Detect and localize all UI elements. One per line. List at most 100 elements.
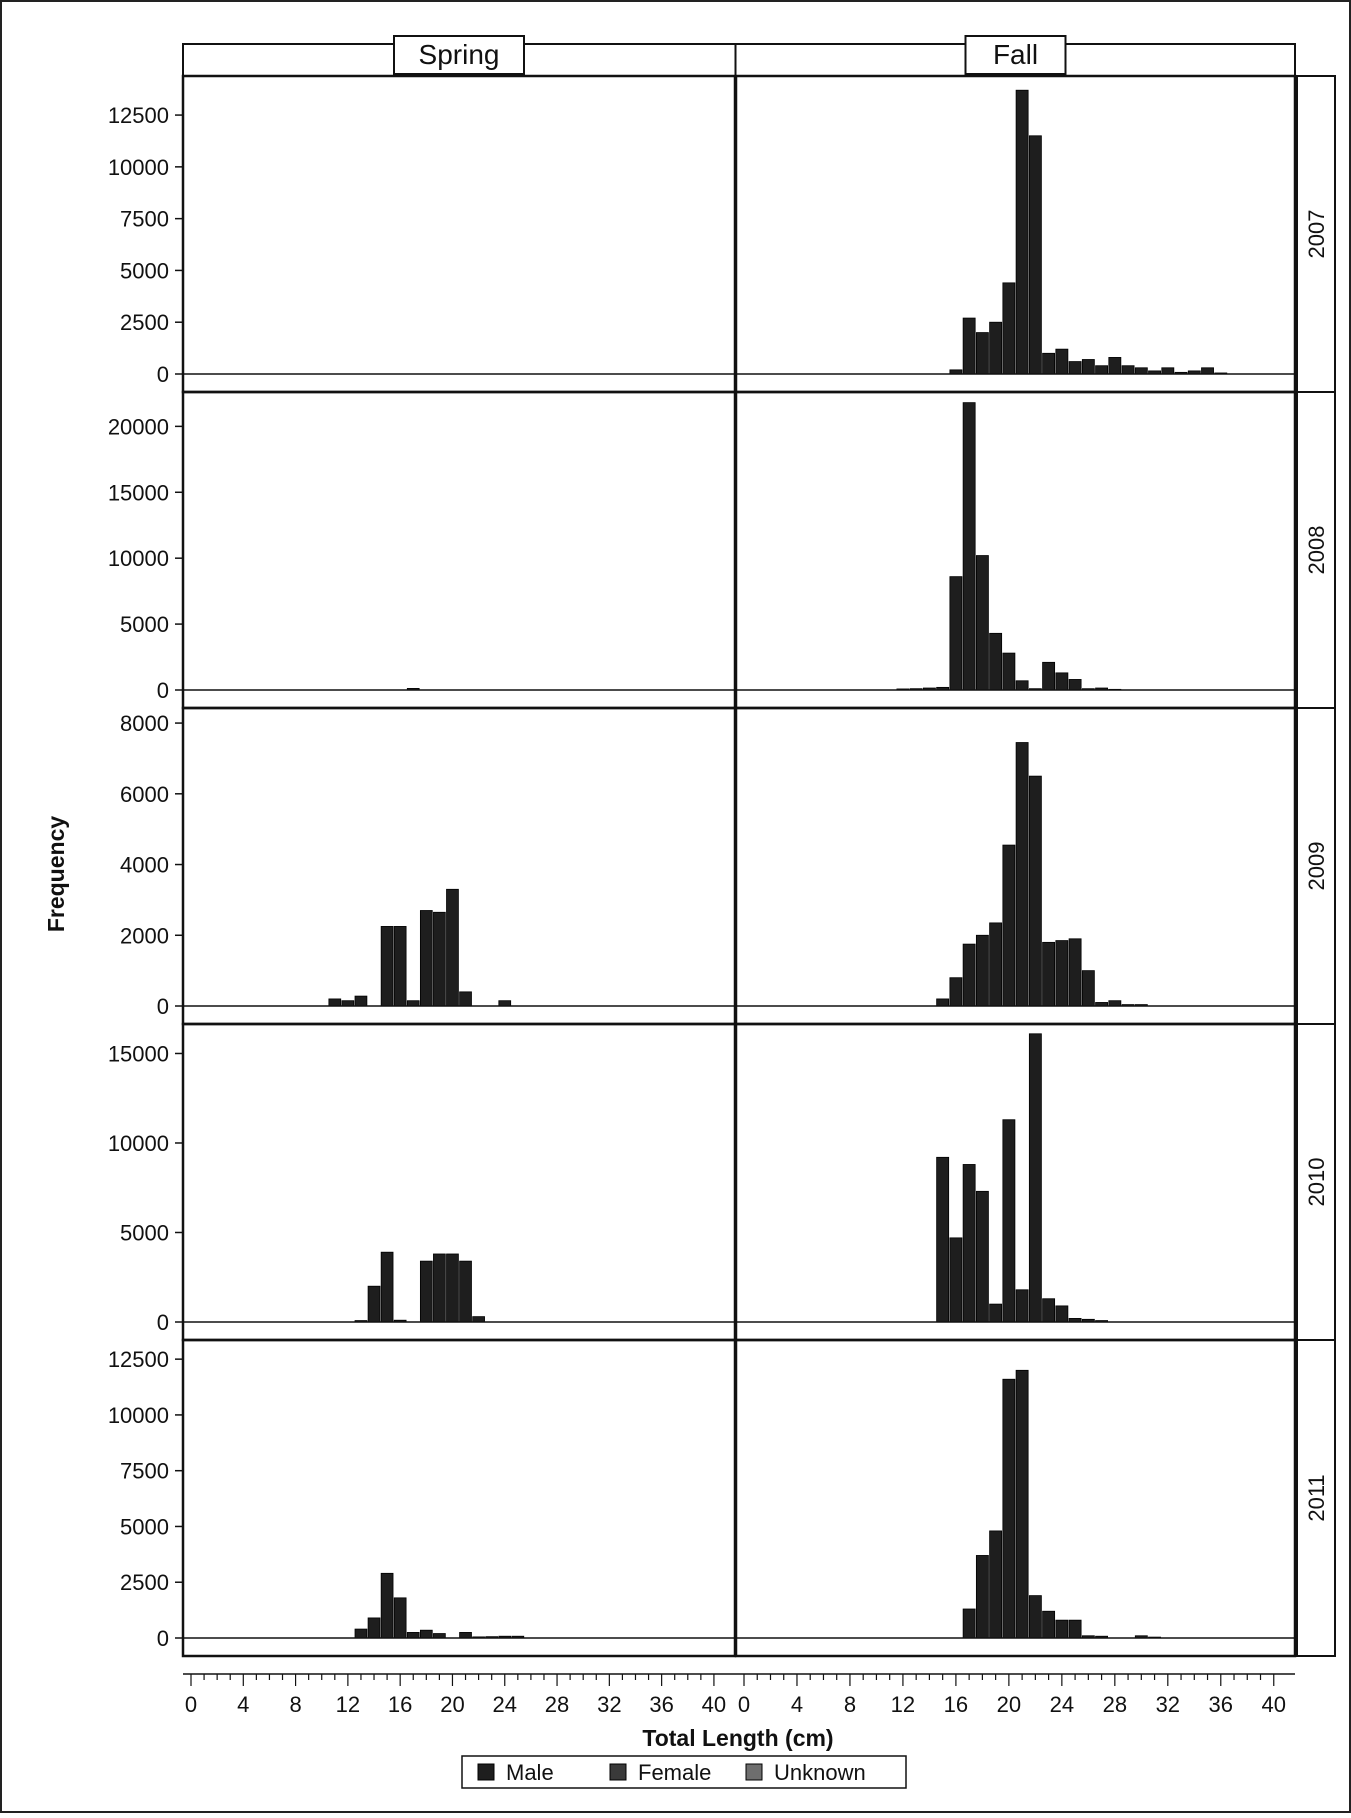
bar [1015,1369,1029,1639]
y-tick-label: 0 [157,1626,169,1651]
bar [1055,348,1069,375]
x-tick-label: 20 [997,1692,1021,1717]
bar [1108,1000,1122,1007]
y-tick-label: 4000 [120,853,169,878]
bar [419,1260,433,1323]
x-axis-label: Total Length (cm) [642,1725,833,1751]
bar [1161,367,1175,375]
y-tick-label: 7500 [120,1459,169,1484]
x-tick-label: 0 [738,1692,750,1717]
x-tick-label: 12 [336,1692,360,1717]
y-tick-label: 12500 [108,103,169,128]
bar [380,1251,394,1323]
bar [1134,367,1148,375]
y-tick-label: 0 [157,678,169,703]
row-strip [1296,1023,1336,1341]
bar [1028,1033,1042,1323]
bar [989,1303,1003,1323]
bar [433,911,446,1007]
column-header-tab [393,35,525,75]
axes-layer [175,114,1295,1686]
bar [1015,680,1029,691]
bar [328,998,342,1007]
bar [354,1628,368,1639]
bar [949,576,963,691]
x-tick-label: 28 [545,1692,569,1717]
bar [1002,844,1016,1007]
x-tick-label: 32 [597,1692,621,1717]
bar [1055,940,1069,1007]
legend-box [461,1755,907,1789]
bar [975,555,989,691]
bar [1108,357,1122,375]
bar [975,1555,989,1639]
bar [419,910,433,1007]
bar [1081,970,1095,1007]
column-header-label: Fall [993,39,1038,70]
column-header-strip [182,43,1296,77]
bar [472,1316,485,1323]
bar [459,1632,472,1639]
y-tick-label: 6000 [120,782,169,807]
x-tick-label: 36 [649,1692,673,1717]
bar [962,317,976,375]
bar [936,1156,950,1323]
bar [380,926,394,1007]
bar [1042,1610,1056,1639]
legend-swatch [477,1763,495,1781]
panel-frames [181,35,1336,1658]
y-tick-label: 2500 [120,1570,169,1595]
column-header-label: Spring [419,39,500,70]
bar [1015,89,1029,375]
bar [380,1572,394,1639]
y-tick-label: 15000 [108,480,169,505]
bar [1068,1619,1082,1639]
x-tick-label: 4 [791,1692,803,1717]
x-tick-label: 28 [1103,1692,1127,1717]
row-strip-label: 2011 [1304,1474,1329,1521]
bar [1121,365,1135,375]
bar [1028,1595,1042,1639]
bar [949,977,963,1007]
bar [459,1260,472,1323]
x-tick-label: 16 [388,1692,412,1717]
bar [459,991,472,1007]
legend-swatch [745,1763,763,1781]
row-strip-label: 2009 [1304,842,1329,891]
y-tick-label: 0 [157,1310,169,1335]
bar [354,995,368,1007]
y-axis-label: Frequency [43,816,69,933]
bars-layer [328,89,1228,1639]
bar [962,1164,976,1323]
y-tick-label: 7500 [120,207,169,232]
bar [949,1237,963,1323]
row-strip-label: 2008 [1304,526,1329,575]
x-tick-label: 40 [702,1692,726,1717]
x-tick-label: 32 [1156,1692,1180,1717]
bar [446,1253,459,1323]
x-tick-label: 24 [1050,1692,1074,1717]
legend-label: Unknown [774,1760,866,1785]
bar [936,998,950,1007]
bar [975,934,989,1007]
bar [433,1253,446,1323]
bar [393,926,407,1007]
bar [341,1000,355,1007]
y-tick-label: 0 [157,994,169,1019]
x-tick-label: 8 [289,1692,301,1717]
bar [419,1629,433,1639]
x-tick-label: 24 [493,1692,517,1717]
panel-frame [734,1338,1297,1658]
bar [1015,742,1029,1007]
y-tick-label: 2000 [120,923,169,948]
y-tick-label: 12500 [108,1347,169,1372]
bar [1002,1119,1016,1323]
row-strip-label: 2007 [1304,210,1329,259]
bar [1042,1298,1056,1323]
x-tick-label: 8 [844,1692,856,1717]
y-tick-label: 5000 [120,612,169,637]
labels-layer: Spring Fall 0 2500 5000 7500 10000 12500 2007 0 50… [108,39,1329,1717]
bar [1095,365,1109,375]
bar [975,1190,989,1323]
